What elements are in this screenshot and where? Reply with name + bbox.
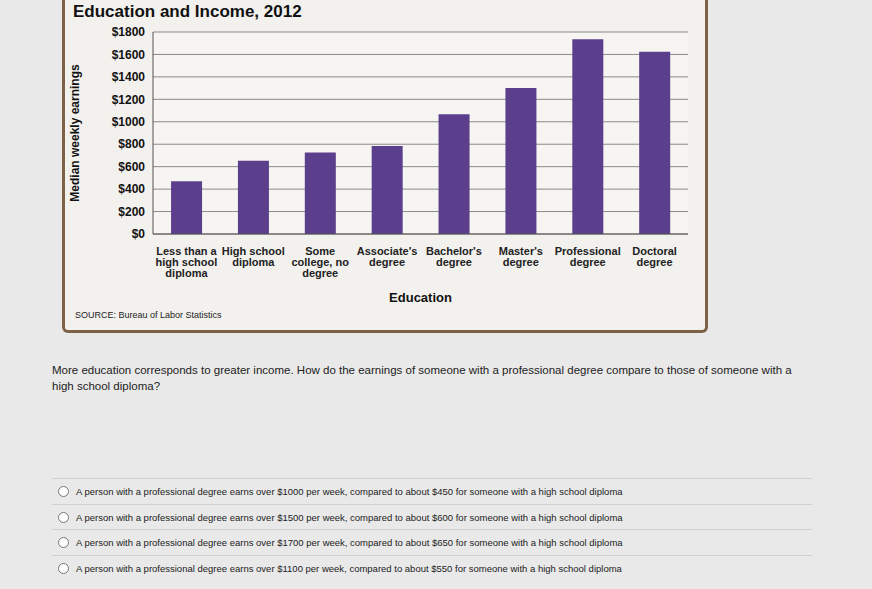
svg-text:$400: $400 bbox=[118, 182, 145, 196]
html-text:A person with a professional d: A person with a professional degree earn… bbox=[76, 511, 623, 523]
svg-text:$1600: $1600 bbox=[112, 48, 146, 62]
html-text:A person with a professional d: A person with a professional degree earn… bbox=[76, 537, 623, 548]
svg-text:Doctoraldegree: Doctoraldegree bbox=[632, 245, 677, 268]
svg-text:$800: $800 bbox=[118, 137, 145, 151]
svg-text:$200: $200 bbox=[118, 205, 145, 219]
html-text:A person with a professional d: A person with a professional degree earn… bbox=[76, 486, 623, 497]
svg-text:Less than ahigh schooldiploma: Less than ahigh schooldiploma bbox=[156, 245, 218, 279]
svg-text:Bachelor'sdegree: Bachelor'sdegree bbox=[426, 245, 482, 268]
svg-text:$1200: $1200 bbox=[112, 93, 146, 107]
html-text:Education and Income, 2012: Education and Income, 2012 bbox=[73, 2, 302, 21]
html-text:More education corresponds to: More education corresponds to greater in… bbox=[52, 364, 792, 392]
html-text:A person with a professional d: A person with a professional degree earn… bbox=[76, 562, 622, 574]
svg-text:$600: $600 bbox=[118, 160, 145, 174]
svg-text:$1000: $1000 bbox=[112, 115, 146, 129]
svg-text:Master'sdegree: Master'sdegree bbox=[499, 245, 543, 268]
svg-text:Median weekly earnings: Median weekly earnings bbox=[68, 64, 82, 202]
html-text:SOURCE: Bureau of Labor Statis: SOURCE: Bureau of Labor Statistics bbox=[75, 310, 222, 320]
svg-text:Education: Education bbox=[389, 290, 452, 305]
svg-text:$0: $0 bbox=[132, 227, 146, 241]
svg-text:Somecollege, nodegree: Somecollege, nodegree bbox=[291, 245, 349, 279]
svg-text:Associate'sdegree: Associate'sdegree bbox=[357, 245, 418, 268]
svg-text:Professionaldegree: Professionaldegree bbox=[555, 245, 621, 268]
svg-text:High schooldiploma: High schooldiploma bbox=[222, 245, 285, 268]
svg-text:$1400: $1400 bbox=[112, 70, 146, 84]
svg-text:$1800: $1800 bbox=[112, 25, 146, 39]
